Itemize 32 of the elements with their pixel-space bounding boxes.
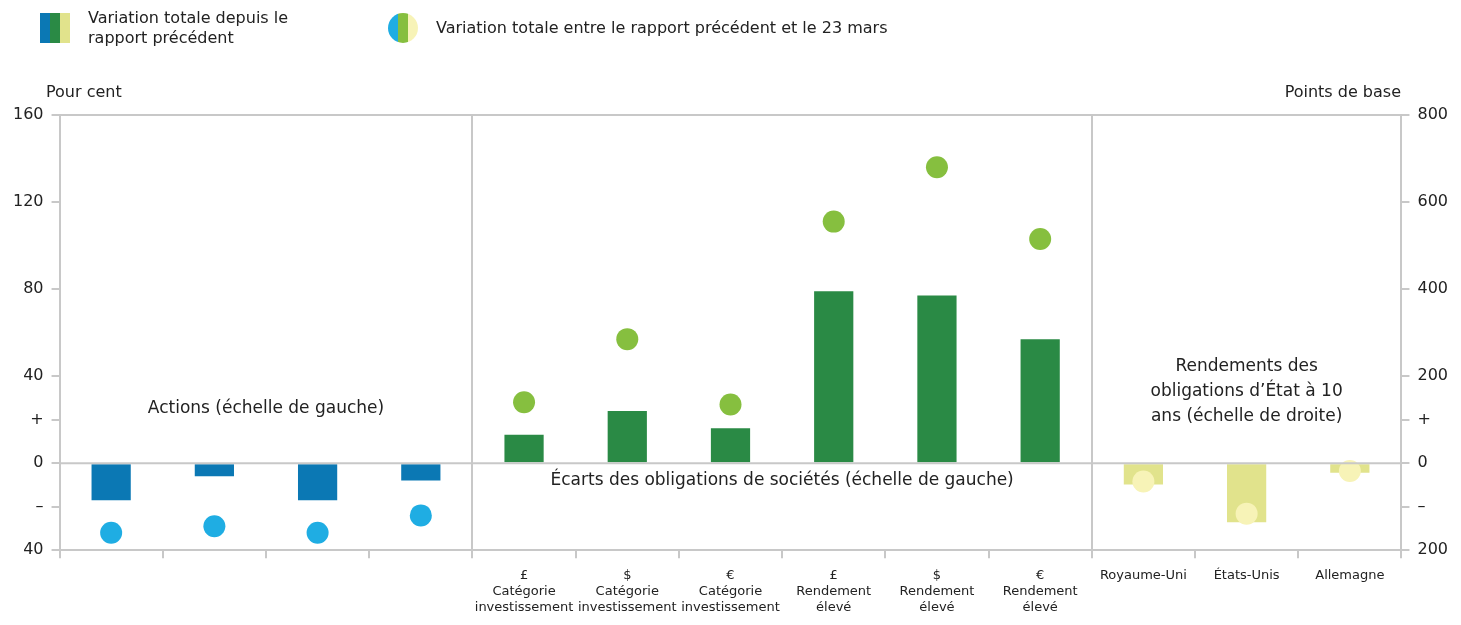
x-tick-label: $ Rendement élevé <box>899 567 975 614</box>
annotation: Rendements des obligations d’État à 10 ans (échelle de droite) <box>1150 354 1343 425</box>
y2-tick-label: – <box>1417 495 1426 515</box>
annotation: Écarts des obligations de sociétés (échelle de gauche) <box>550 467 1014 489</box>
y2-tick-label: 0 <box>1417 452 1428 472</box>
x-tick-label: £ Catégorie investissement <box>474 567 574 614</box>
y2-tick-label: 600 <box>1417 191 1449 211</box>
annotation: Actions (échelle de gauche) <box>147 397 385 418</box>
y2-tick-label: + <box>1417 408 1431 428</box>
y-tick-label: 120 <box>12 191 44 211</box>
x-tick-label: £ Rendement élevé <box>796 567 872 614</box>
y2-axis-title: Points de base <box>1284 82 1401 101</box>
y-tick-label: 0 <box>33 452 44 472</box>
y-tick-label: 80 <box>23 278 44 298</box>
y2-tick-label: 200 <box>1417 539 1449 559</box>
y2-tick-label: 800 <box>1417 104 1449 124</box>
y-tick-label: 40 <box>23 539 44 559</box>
x-tick-label: Allemagne <box>1315 567 1385 583</box>
x-tick-label: € Catégorie investissement <box>681 567 780 614</box>
legend-label: Variation totale entre le rapport précédent et le 23 mars <box>436 18 888 38</box>
y-tick-label: – <box>35 495 44 515</box>
y-axis-title: Pour cent <box>46 82 122 101</box>
y-tick-label: + <box>30 408 44 428</box>
y-tick-label: 160 <box>12 104 44 124</box>
x-tick-label: Royaume-Uni <box>1099 567 1187 583</box>
x-tick-label: $ Catégorie investissement <box>577 567 677 614</box>
x-tick-label: États-Unis <box>1213 567 1280 583</box>
y2-tick-label: 400 <box>1417 278 1449 298</box>
y2-tick-label: 200 <box>1417 365 1449 385</box>
legend-label: Variation totale depuis le rapport précédent <box>88 8 290 48</box>
x-tick-label: € Rendement élevé <box>1002 567 1078 614</box>
y-tick-label: 40 <box>23 365 44 385</box>
